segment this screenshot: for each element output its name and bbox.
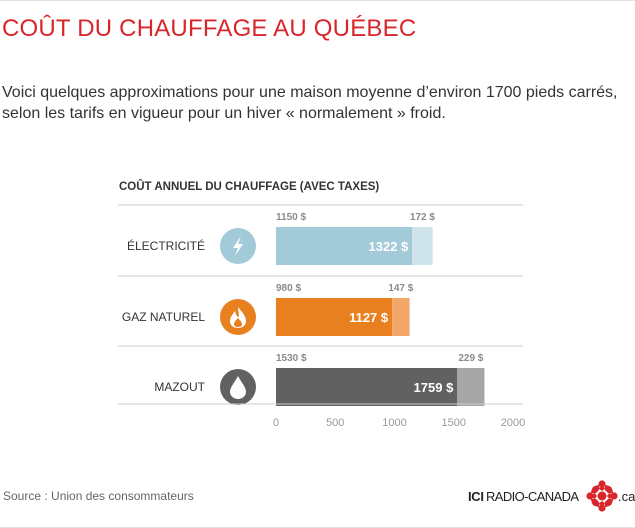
total-value-label: 1759 $ <box>414 380 455 395</box>
x-axis: 0 500 1000 1500 2000 <box>273 417 525 429</box>
radio-canada-gem-icon <box>586 480 618 512</box>
page-title: COÛT DU CHAUFFAGE AU QUÉBEC <box>2 15 417 42</box>
heating-cost-chart: COÛT ANNUEL DU CHAUFFAGE (AVEC TAXES) ÉL… <box>118 180 525 429</box>
flame-icon <box>220 299 256 335</box>
brand-ici: ICI <box>468 489 484 504</box>
category-label: GAZ NATUREL <box>122 310 205 324</box>
bar-base <box>276 298 393 336</box>
base-value-label: 1530 $ <box>276 353 307 364</box>
brand-name: RADIO-CANADA <box>486 489 579 504</box>
lightning-icon <box>220 228 256 264</box>
x-tick-label: 1500 <box>442 417 466 429</box>
brand-tld: .ca <box>618 489 635 504</box>
x-tick-label: 500 <box>326 417 344 429</box>
tax-value-label: 147 $ <box>388 283 413 294</box>
oil-drop-icon <box>220 369 256 405</box>
page-subtitle: Voici quelques approximations pour une m… <box>2 84 618 122</box>
bar-row: ÉLECTRICITÉ 1150 $ 172 $ 1322 $ <box>118 204 523 265</box>
tax-value-label: 229 $ <box>458 353 483 364</box>
bar-tax <box>412 227 433 265</box>
category-label: ÉLECTRICITÉ <box>127 238 205 253</box>
x-tick-label: 0 <box>273 417 279 429</box>
bar-row: GAZ NATUREL 980 $ 147 $ 1127 $ <box>118 275 523 336</box>
x-tick-label: 1000 <box>382 417 406 429</box>
chart-rows: ÉLECTRICITÉ 1150 $ 172 $ 1322 $ GAZ NATUREL 9… <box>118 204 523 406</box>
bar-base <box>276 227 413 265</box>
bar-tax <box>457 368 485 406</box>
total-value-label: 1127 $ <box>349 310 389 325</box>
base-value-label: 1150 $ <box>276 212 306 223</box>
tax-value-label: 172 $ <box>410 212 435 223</box>
base-value-label: 980 $ <box>276 283 301 294</box>
radio-canada-logo[interactable]: ICI RADIO-CANADA .ca <box>468 478 635 514</box>
chart-title: COÛT ANNUEL DU CHAUFFAGE (AVEC TAXES) <box>119 180 379 193</box>
bar-tax <box>392 298 410 336</box>
x-tick-label: 2000 <box>501 417 525 429</box>
source-note: Source : Union des consommateurs <box>3 489 194 503</box>
category-label: MAZOUT <box>154 380 205 394</box>
bar-row: MAZOUT 1530 $ 229 $ 1759 $ <box>118 345 523 406</box>
top-rule <box>0 0 635 1</box>
total-value-label: 1322 $ <box>369 239 410 254</box>
bar-base <box>276 368 458 406</box>
